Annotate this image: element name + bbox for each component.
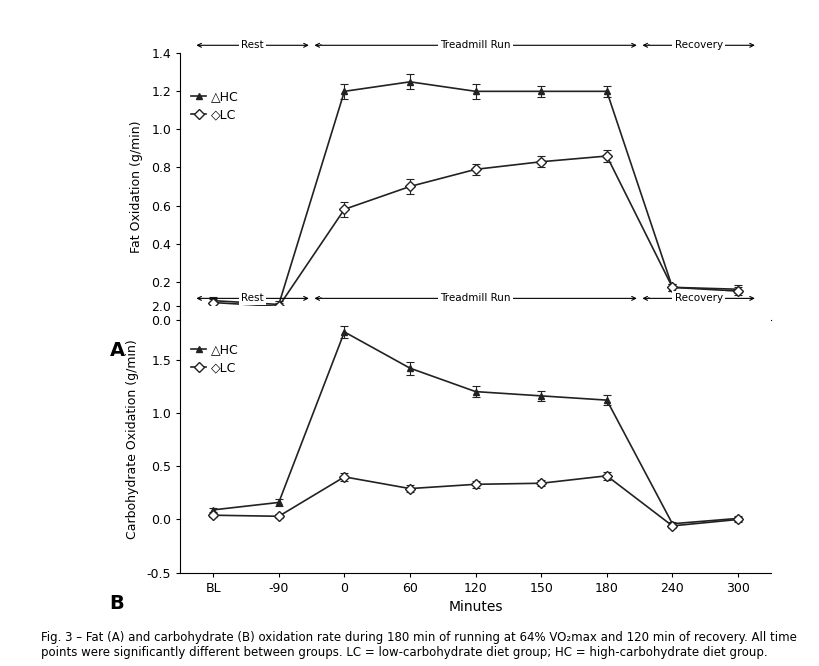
Y-axis label: Fat Oxidation (g/min): Fat Oxidation (g/min) <box>130 121 143 252</box>
Y-axis label: Carbohydrate Oxidation (g/min): Carbohydrate Oxidation (g/min) <box>125 340 138 539</box>
Text: Rest: Rest <box>241 40 264 51</box>
Text: ··: ·· <box>639 40 649 51</box>
Text: B: B <box>110 594 124 613</box>
Text: Recovery: Recovery <box>674 293 722 304</box>
Text: ··: ·· <box>639 293 649 304</box>
Text: Rest: Rest <box>241 293 264 304</box>
Legend: △HC, ◇LC: △HC, ◇LC <box>186 338 244 380</box>
X-axis label: Minutes: Minutes <box>448 600 502 614</box>
Legend: △HC, ◇LC: △HC, ◇LC <box>186 85 244 127</box>
Text: A: A <box>110 341 124 360</box>
Text: ··: ·· <box>311 293 322 304</box>
Text: Recovery: Recovery <box>674 40 722 51</box>
Text: ··: ·· <box>311 40 322 51</box>
Text: Treadmill Run: Treadmill Run <box>440 293 510 304</box>
Text: Fig. 3 – Fat (A) and carbohydrate (B) oxidation rate during 180 min of running a: Fig. 3 – Fat (A) and carbohydrate (B) ox… <box>41 631 796 659</box>
Text: Treadmill Run: Treadmill Run <box>440 40 510 51</box>
